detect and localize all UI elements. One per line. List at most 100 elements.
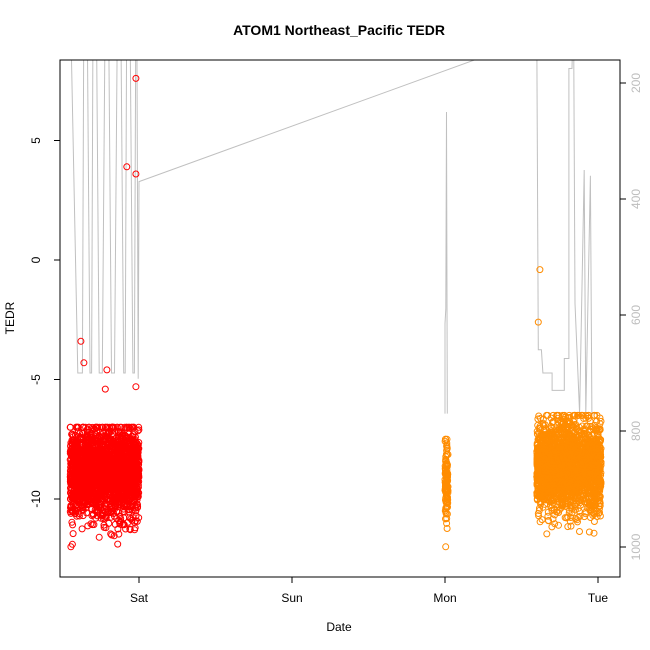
x-axis: Sat Sun Mon Tue: [70, 576, 609, 605]
data-point: [88, 505, 96, 513]
data-point: [85, 448, 93, 455]
data-point: [125, 460, 133, 468]
y-axis-left: -10-505: [29, 137, 61, 508]
data-point: [73, 501, 81, 508]
data-point: [79, 480, 86, 487]
data-point: [69, 508, 77, 515]
data-point: [119, 457, 127, 465]
data-point: [133, 463, 141, 471]
data-point: [91, 498, 98, 505]
data-point: [72, 456, 80, 464]
data-point: [574, 518, 581, 526]
data-point: [106, 467, 114, 475]
data-point: [549, 418, 557, 426]
data-point: [97, 476, 105, 484]
data-point: [84, 493, 92, 501]
x-axis-label: Date: [326, 620, 352, 634]
data-point: [97, 511, 105, 519]
data-point: [131, 519, 138, 526]
data-point: [68, 540, 76, 548]
data-point: [72, 423, 80, 431]
data-point: [134, 427, 142, 435]
data-point: [82, 504, 89, 512]
data-point: [442, 483, 450, 491]
data-point-outlier: [77, 337, 85, 345]
data-point: [115, 530, 123, 538]
data-point: [94, 501, 102, 509]
data-point: [102, 513, 110, 521]
data-point: [109, 423, 116, 431]
data-point: [575, 497, 582, 505]
data-point: [130, 423, 138, 431]
y-left-tick-label: 5: [29, 137, 43, 144]
data-point: [443, 439, 451, 447]
data-point: [126, 525, 134, 533]
data-point: [442, 494, 450, 502]
data-point: [128, 491, 135, 499]
data-point: [120, 478, 128, 486]
data-point: [125, 453, 133, 461]
data-point: [590, 529, 598, 537]
x-tick-label: Mon: [433, 591, 456, 605]
data-point: [108, 508, 116, 516]
data-point-outlier: [123, 163, 131, 171]
data-point: [123, 423, 131, 431]
data-point: [87, 520, 95, 528]
data-point: [71, 445, 79, 452]
data-point: [116, 447, 124, 455]
data-point: [134, 451, 142, 459]
data-point: [105, 437, 113, 445]
data-point: [87, 460, 94, 467]
data-point: [555, 521, 562, 529]
data-point: [109, 504, 117, 512]
data-point: [132, 459, 140, 467]
data-point: [111, 520, 119, 528]
y-right-tick-label: 600: [629, 305, 643, 325]
data-point: [86, 451, 94, 459]
data-point: [115, 428, 123, 436]
data-point: [73, 443, 81, 451]
data-point: [85, 423, 93, 431]
data-point: [543, 530, 551, 538]
data-point: [545, 517, 552, 524]
data-point: [443, 435, 451, 443]
data-point: [67, 452, 75, 460]
chart-title: ATOM1 Northeast_Pacific TEDR: [233, 22, 445, 38]
data-point: [78, 449, 85, 457]
data-point: [127, 423, 135, 431]
data-point: [109, 507, 117, 515]
data-point: [443, 519, 451, 527]
data-point: [78, 460, 86, 468]
x-tick-label: Sat: [130, 591, 149, 605]
data-point: [87, 472, 95, 480]
data-point: [134, 449, 142, 457]
data-point: [442, 456, 450, 464]
data-point: [112, 496, 120, 504]
data-point: [129, 443, 137, 451]
data-point: [126, 424, 134, 432]
data-point: [68, 492, 76, 500]
data-point: [93, 427, 101, 435]
data-point: [123, 438, 131, 446]
data-point: [441, 476, 449, 484]
y-left-tick-label: -10: [29, 490, 43, 508]
data-point-outlier: [132, 74, 140, 82]
x-tick-label: Sun: [281, 591, 302, 605]
y-left-tick-label: 0: [29, 256, 43, 263]
data-point-outlier: [80, 359, 88, 367]
y-axis-label: TEDR: [3, 301, 17, 334]
x-tick-label: Tue: [588, 591, 609, 605]
data-point: [119, 475, 127, 483]
data-point: [77, 462, 85, 470]
data-point: [127, 488, 135, 496]
data-point: [105, 453, 113, 461]
data-point: [131, 496, 139, 504]
data-point: [95, 533, 103, 541]
data-point: [120, 433, 128, 441]
altitude-line: [71, 60, 598, 415]
data-point: [442, 496, 449, 504]
data-point: [80, 469, 88, 477]
data-point: [122, 484, 130, 492]
data-point: [78, 525, 86, 533]
